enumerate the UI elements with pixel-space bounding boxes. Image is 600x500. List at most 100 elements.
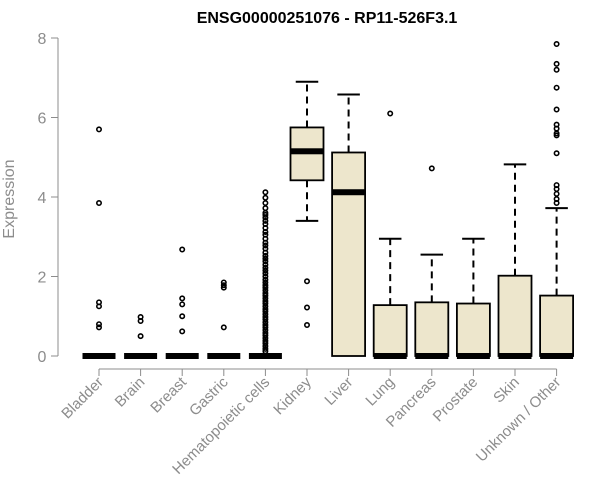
outlier-point <box>262 205 269 212</box>
box-hematopoietic-cells <box>248 189 282 359</box>
x-tick-label: Kidney <box>270 373 315 418</box>
box-liver <box>331 93 367 357</box>
outlier-point <box>262 189 269 196</box>
outlier-point <box>428 165 435 172</box>
outlier-point <box>262 211 269 218</box>
box-unknown-other <box>539 40 574 359</box>
outlier-point <box>262 264 269 271</box>
box-prostate <box>455 237 491 359</box>
outlier-point <box>262 284 269 291</box>
outlier-point <box>179 301 186 308</box>
outlier-point <box>137 333 144 340</box>
outlier-point <box>262 332 269 339</box>
box-body <box>455 302 491 357</box>
outlier-point <box>553 84 560 91</box>
box-gastric <box>207 279 241 359</box>
outlier-point <box>553 132 560 139</box>
outlier-point <box>303 278 310 285</box>
outlier-point <box>96 303 103 310</box>
outlier-point <box>262 255 269 262</box>
y-tick-label: 6 <box>38 111 47 128</box>
box-body <box>497 274 533 357</box>
box-body <box>331 151 367 357</box>
x-tick-label: Skin <box>490 374 523 407</box>
outlier-point <box>553 125 560 132</box>
outlier-point <box>553 190 560 197</box>
box-body <box>414 301 450 357</box>
chart-title: ENSG00000251076 - RP11-526F3.1 <box>197 10 458 27</box>
box-kidney <box>289 80 325 328</box>
median-line <box>82 353 116 359</box>
outlier-point <box>262 267 269 274</box>
outlier-point <box>179 246 186 253</box>
outlier-point <box>262 214 269 221</box>
x-tick-label: Brain <box>112 374 149 411</box>
outlier-point <box>262 345 269 352</box>
outlier-point <box>387 110 394 117</box>
outlier-point <box>553 186 560 193</box>
x-tick-label: Bladder <box>58 374 107 423</box>
outlier-point <box>96 199 103 206</box>
outlier-point <box>553 199 560 206</box>
outlier-point <box>262 194 269 201</box>
outlier-point <box>553 40 560 47</box>
box-lung <box>372 110 408 359</box>
median-line <box>165 353 199 359</box>
outlier-point <box>262 273 269 280</box>
outlier-point <box>262 292 269 299</box>
outlier-point <box>262 249 269 256</box>
median-line <box>248 353 282 359</box>
box-body <box>539 294 574 357</box>
outlier-point <box>262 252 269 259</box>
outlier-point <box>137 318 144 325</box>
x-tick-label: Liver <box>321 374 356 409</box>
outlier-point <box>262 258 269 265</box>
outlier-point <box>220 324 227 331</box>
outlier-point <box>96 126 103 133</box>
y-tick-label: 0 <box>38 349 47 366</box>
outlier-point <box>220 282 227 289</box>
outlier-point <box>262 316 269 323</box>
y-axis-label: Expression <box>1 159 18 238</box>
box-pancreas <box>414 165 450 359</box>
y-axis: 0 2 4 6 8 <box>38 31 59 366</box>
outlier-point <box>262 270 269 277</box>
median-line <box>456 353 490 359</box>
outlier-point <box>262 199 269 206</box>
outlier-point <box>262 261 269 268</box>
outlier-point <box>220 284 227 291</box>
x-tick-label: Breast <box>147 373 190 416</box>
x-tick-label: Lung <box>362 374 398 410</box>
outlier-point <box>262 324 269 331</box>
median-line <box>373 353 407 359</box>
outlier-point <box>262 300 269 307</box>
outlier-point <box>179 328 186 335</box>
outlier-point <box>262 239 269 246</box>
outlier-point <box>262 228 269 235</box>
median-line <box>207 353 241 359</box>
outlier-point <box>262 308 269 315</box>
y-tick-label: 8 <box>38 31 47 48</box>
median-line <box>124 353 158 359</box>
outlier-point <box>553 150 560 157</box>
outlier-point <box>96 321 103 328</box>
box-bladder <box>82 126 116 359</box>
median-line <box>540 353 574 359</box>
median-line <box>415 353 449 359</box>
box-breast <box>165 246 199 359</box>
box-body <box>372 304 408 357</box>
outlier-point <box>262 217 269 224</box>
y-tick-label: 4 <box>38 190 47 207</box>
outlier-point <box>553 60 560 67</box>
outlier-point <box>303 304 310 311</box>
median-line <box>290 148 324 155</box>
x-tick-label: Prostate <box>430 374 482 426</box>
outlier-point <box>262 348 269 355</box>
box-brain <box>124 314 158 359</box>
outlier-point <box>179 313 186 320</box>
y-tick-label: 2 <box>38 270 47 287</box>
outlier-point <box>179 295 186 302</box>
